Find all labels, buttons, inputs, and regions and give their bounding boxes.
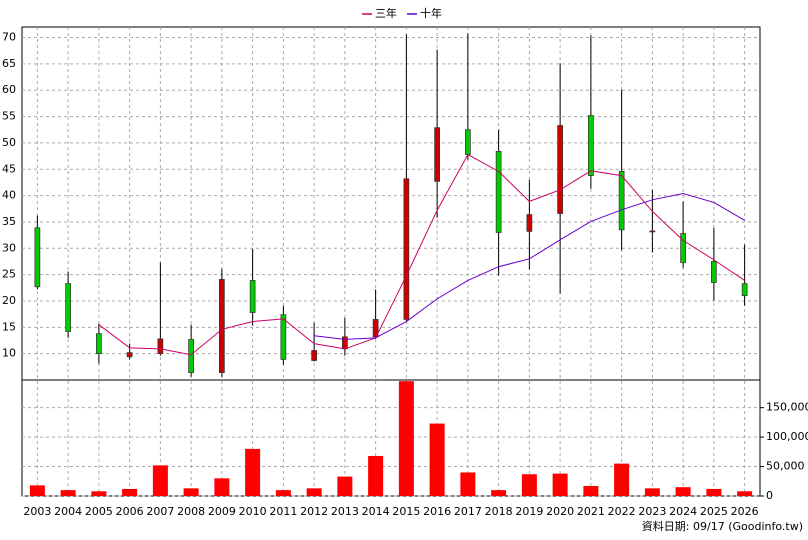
candle-body <box>618 171 625 231</box>
x-tick-label: 2015 <box>392 505 420 518</box>
x-tick-label: 2014 <box>362 505 390 518</box>
volume-bar <box>368 455 384 496</box>
candle-body <box>280 314 287 360</box>
x-tick-label: 2004 <box>54 505 82 518</box>
x-tick-label: 2013 <box>331 505 359 518</box>
x-tick-label: 2011 <box>269 505 297 518</box>
x-tick-label: 2023 <box>638 505 666 518</box>
volume-bar <box>429 423 445 496</box>
legend-label: 三年 <box>375 6 397 20</box>
candle-body <box>126 352 133 358</box>
y-tick-label: 50 <box>2 136 16 149</box>
x-tick-label: 2024 <box>669 505 697 518</box>
y-tick-label: 15 <box>2 320 16 333</box>
volume-bar <box>60 490 76 496</box>
legend-label: 十年 <box>420 6 442 20</box>
candle-body <box>588 115 594 176</box>
candle-body <box>526 214 533 232</box>
volume-bar <box>675 487 691 496</box>
x-tick-label: 2019 <box>515 505 543 518</box>
volume-bar <box>460 472 476 496</box>
x-tick-label: 2010 <box>239 505 267 518</box>
candle-body <box>34 227 41 288</box>
y-tick-label: 30 <box>2 241 16 254</box>
x-tick-label: 2018 <box>485 505 513 518</box>
y2-tick-label: 0 <box>766 489 773 502</box>
y-tick-label: 45 <box>2 162 16 175</box>
candle-body <box>495 150 502 233</box>
x-tick-label: 2008 <box>177 505 205 518</box>
x-tick-label: 2005 <box>85 505 113 518</box>
volume-bar <box>29 485 45 496</box>
y-tick-label: 70 <box>2 31 16 44</box>
x-tick-label: 2022 <box>608 505 636 518</box>
volume-bar <box>521 474 537 496</box>
candle-body <box>403 178 410 320</box>
x-tick-label: 2007 <box>146 505 174 518</box>
candle-body <box>680 233 686 263</box>
candle-body <box>311 350 317 361</box>
y2-tick-label: 100,000 <box>766 430 808 443</box>
y-tick-label: 40 <box>2 189 16 202</box>
y2-tick-label: 150,000 <box>766 401 808 414</box>
volume-bar <box>398 381 414 496</box>
candle-body <box>188 339 194 373</box>
volume-bar <box>644 488 660 496</box>
volume-bar <box>737 491 753 496</box>
y-tick-label: 20 <box>2 294 16 307</box>
volume-bar <box>306 488 322 496</box>
x-tick-label: 2017 <box>454 505 482 518</box>
candle-body <box>65 283 71 332</box>
candle-body <box>434 127 440 182</box>
volume-bar <box>491 490 507 496</box>
plot-frame <box>21 26 761 497</box>
volume-bar <box>706 488 722 496</box>
y-tick-label: 25 <box>2 268 16 281</box>
x-tick-label: 2003 <box>23 505 51 518</box>
volume-bar <box>214 478 230 496</box>
volume-bar <box>245 448 261 496</box>
volume-bar <box>583 485 599 496</box>
x-tick-label: 2021 <box>577 505 605 518</box>
x-tick-label: 2012 <box>300 505 328 518</box>
candle-body <box>96 333 102 355</box>
candle-body <box>219 279 225 373</box>
candle-body <box>465 129 471 155</box>
volume-bar <box>337 476 353 496</box>
x-tick-label: 2006 <box>116 505 144 518</box>
ma-line <box>98 153 745 356</box>
volume-bar <box>183 488 199 496</box>
x-tick-label: 2026 <box>731 505 759 518</box>
y-tick-label: 60 <box>2 83 16 96</box>
candle-body <box>649 230 656 233</box>
volume-bar <box>152 465 168 496</box>
x-tick-label: 2025 <box>700 505 728 518</box>
y-tick-label: 55 <box>2 110 16 123</box>
y-tick-label: 10 <box>2 347 16 360</box>
volume-bar <box>614 463 630 496</box>
source-note: 資料日期: 09/17 (Goodinfo.tw) <box>642 519 803 533</box>
y-tick-label: 65 <box>2 57 16 70</box>
volume-bar <box>91 491 107 496</box>
candle-body <box>157 338 164 355</box>
candle-body <box>741 283 748 297</box>
x-tick-label: 2009 <box>208 505 236 518</box>
x-tick-label: 2016 <box>423 505 451 518</box>
x-tick-label: 2020 <box>546 505 574 518</box>
volume-bar <box>122 488 138 496</box>
candle-body <box>711 261 717 283</box>
volume-bar <box>552 473 568 496</box>
candle-body <box>557 125 563 214</box>
candle-body <box>342 336 348 350</box>
ma-line <box>314 192 745 340</box>
y-tick-label: 35 <box>2 215 16 228</box>
y2-tick-label: 50,000 <box>766 460 805 473</box>
candle-body <box>249 280 256 313</box>
volume-bar <box>275 490 291 496</box>
